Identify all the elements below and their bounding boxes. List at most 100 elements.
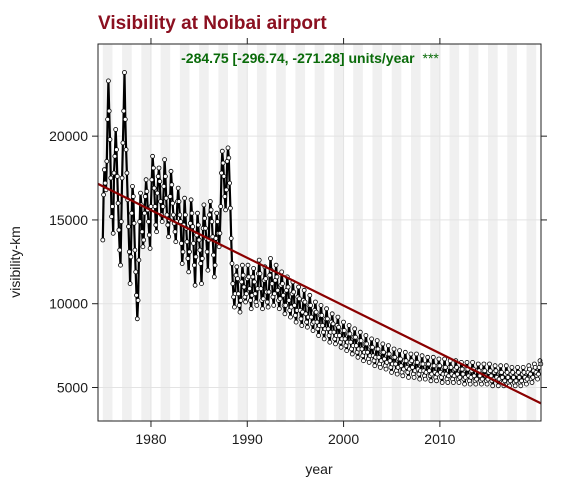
year-band — [488, 44, 498, 421]
data-point — [380, 341, 386, 347]
data-point — [487, 368, 493, 374]
data-point — [391, 346, 397, 352]
data-point — [122, 117, 128, 122]
data-point — [353, 343, 359, 349]
y-tick-label: 10000 — [49, 296, 88, 312]
year-band — [276, 44, 286, 421]
data-point — [402, 349, 408, 355]
data-point — [247, 297, 253, 303]
data-point — [169, 182, 175, 188]
data-point — [134, 316, 140, 322]
trend-value: -284.75 [-296.74, -271.28] units/year — [181, 50, 415, 66]
data-point — [338, 344, 344, 350]
data-point — [162, 173, 168, 179]
data-point — [110, 204, 115, 209]
data-point — [426, 361, 431, 367]
data-point — [178, 219, 184, 225]
data-point — [374, 338, 380, 344]
data-point — [460, 371, 466, 377]
data-point — [122, 70, 127, 75]
data-point — [310, 328, 316, 333]
data-point — [358, 338, 364, 344]
data-point — [301, 287, 307, 293]
data-point — [341, 328, 347, 333]
year-band — [449, 44, 460, 421]
data-point — [108, 175, 114, 181]
data-point — [316, 333, 322, 338]
data-point — [226, 155, 232, 161]
axes: 1980 1990 2000 2010 5000 10000 15000 20000 — [49, 38, 547, 447]
data-point — [129, 210, 135, 216]
data-point — [364, 341, 370, 347]
data-point — [363, 333, 369, 338]
data-point — [437, 363, 443, 369]
data-point — [324, 316, 330, 322]
data-point — [369, 336, 375, 342]
data-point — [535, 376, 540, 382]
data-point — [106, 108, 112, 114]
data-point — [156, 165, 162, 171]
data-point — [499, 369, 504, 375]
data-point — [511, 374, 516, 380]
data-point — [428, 378, 434, 384]
data-point — [266, 289, 272, 295]
year-band — [410, 44, 421, 421]
data-point — [162, 157, 168, 163]
data-point — [201, 202, 207, 208]
data-point — [163, 195, 169, 201]
data-point — [141, 237, 147, 243]
data-point — [172, 229, 178, 235]
data-point — [381, 356, 387, 362]
data-point — [179, 261, 185, 266]
data-point — [150, 153, 156, 159]
data-point — [252, 291, 258, 297]
data-point — [365, 349, 370, 355]
data-point — [411, 374, 417, 380]
data-point — [280, 281, 285, 287]
data-point — [389, 369, 395, 375]
data-point — [355, 354, 361, 360]
data-point — [104, 158, 110, 164]
data-point — [130, 194, 136, 199]
data-point — [246, 274, 252, 280]
year-band — [141, 44, 151, 421]
data-point — [439, 380, 445, 385]
data-point — [112, 153, 118, 159]
data-point — [243, 299, 249, 305]
data-point — [296, 284, 302, 290]
data-point — [366, 359, 372, 365]
data-point — [133, 269, 139, 275]
data-point — [149, 177, 155, 183]
data-point — [376, 354, 382, 360]
data-point — [138, 190, 143, 196]
data-point — [146, 232, 152, 238]
data-point — [187, 249, 192, 255]
data-point — [247, 286, 253, 292]
data-point — [414, 351, 419, 357]
data-point — [352, 326, 358, 332]
data-point — [462, 381, 468, 387]
data-point — [527, 366, 532, 372]
data-point — [342, 336, 348, 342]
data-point — [273, 262, 279, 268]
data-point — [308, 314, 314, 320]
data-point — [493, 368, 499, 374]
data-point — [337, 333, 342, 338]
data-point — [260, 296, 266, 302]
data-point — [107, 137, 113, 142]
data-point — [409, 358, 415, 364]
data-point — [357, 329, 363, 335]
data-point — [197, 247, 203, 253]
data-point — [268, 256, 273, 261]
data-point — [187, 220, 193, 226]
data-point — [393, 361, 399, 367]
year-band — [507, 44, 517, 421]
data-point — [223, 187, 229, 193]
data-point — [170, 200, 176, 206]
data-point — [152, 204, 158, 209]
data-point — [227, 205, 233, 211]
data-point — [188, 197, 194, 203]
year-band — [102, 44, 113, 421]
data-point — [177, 212, 183, 218]
